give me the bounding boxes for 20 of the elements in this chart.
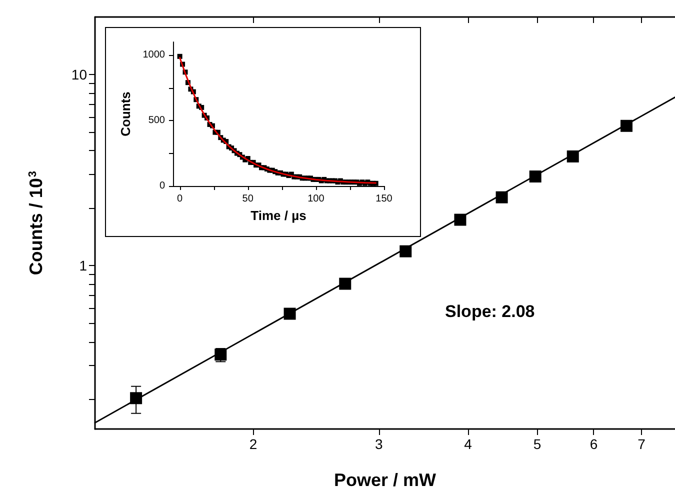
x-axis-title: Power / mW xyxy=(334,470,436,490)
x-tick-label: 150 xyxy=(376,194,393,204)
x-tick-label: 3 xyxy=(375,436,384,452)
x-tick-label: 0 xyxy=(177,194,184,204)
y-axis-title: Counts xyxy=(118,92,133,136)
y-tick-label: 0 xyxy=(159,180,166,192)
x-tick-label: 7 xyxy=(638,436,646,452)
x-tick-label: 5 xyxy=(533,436,542,452)
x-tick-label: 6 xyxy=(590,436,598,452)
x-axis-title: Time / µs xyxy=(250,208,306,223)
annotation: Slope: 2.08 xyxy=(445,302,535,321)
x-tick-label: 4 xyxy=(464,436,472,452)
y-tick-label: 1 xyxy=(79,258,88,274)
x-tick-label: 50 xyxy=(242,194,254,204)
y-axis-title: Counts / 103 xyxy=(26,170,46,276)
y-tick-label: 500 xyxy=(148,115,166,126)
x-tick-label: 2 xyxy=(249,436,258,452)
y-tick-label: 10 xyxy=(71,66,88,83)
y-tick-label: 1000 xyxy=(142,50,166,61)
x-tick-label: 100 xyxy=(308,194,325,204)
